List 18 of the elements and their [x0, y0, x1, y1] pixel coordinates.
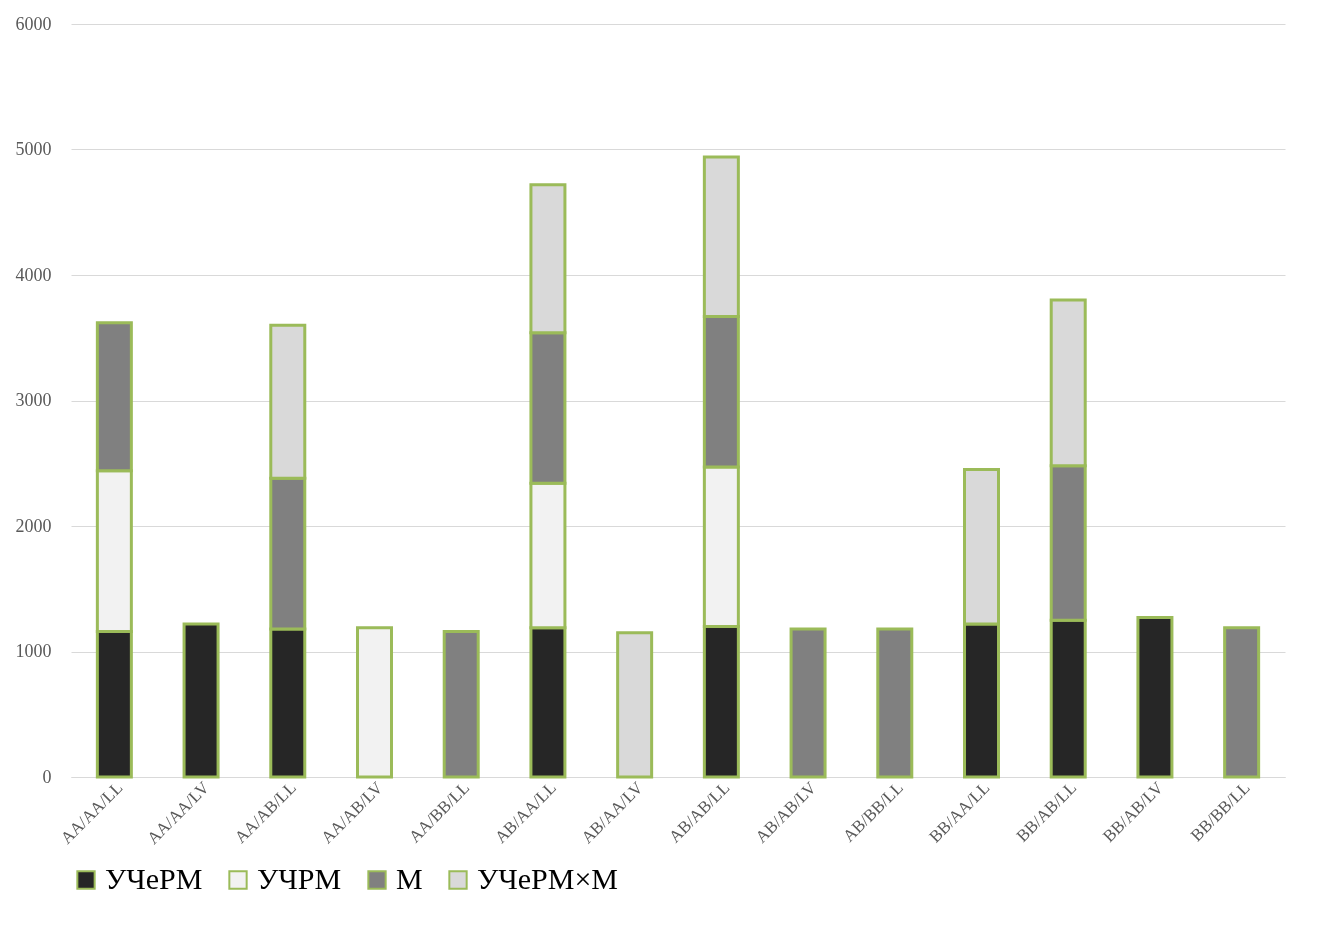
y-tick-label: 5000 — [15, 139, 52, 159]
bar — [789, 627, 827, 779]
y-tick-label: 3000 — [15, 390, 52, 410]
legend-label: УЧеРМ×М — [477, 862, 619, 895]
bar — [1223, 626, 1261, 779]
bar — [356, 626, 393, 779]
y-tick-label: 1000 — [15, 641, 52, 661]
legend-label: УЧРМ — [257, 862, 342, 895]
bar — [1136, 616, 1174, 779]
bar — [442, 629, 480, 779]
legend-label: М — [396, 862, 423, 895]
y-tick-label: 2000 — [15, 515, 52, 536]
legend-label: УЧеРМ — [105, 862, 203, 895]
y-tick-label: 6000 — [15, 13, 52, 34]
y-tick-label: 0 — [42, 766, 52, 787]
bar — [182, 622, 220, 779]
bar — [876, 627, 914, 779]
y-tick-label: 4000 — [15, 264, 52, 285]
